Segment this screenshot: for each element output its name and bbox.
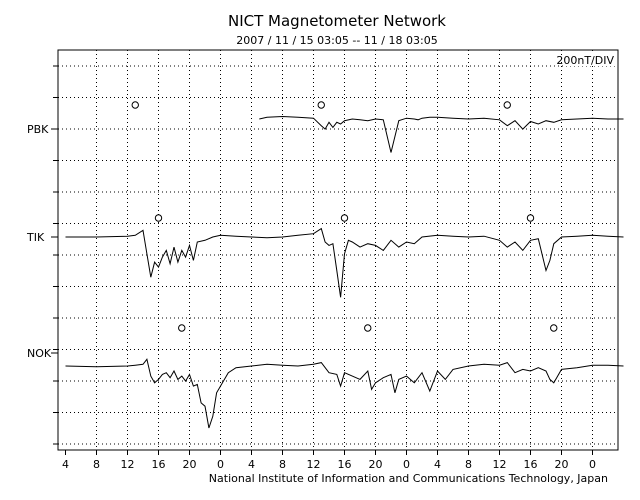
chart-title: NICT Magnetometer Network: [228, 12, 446, 30]
y-tick-marks: [53, 65, 58, 445]
x-tick-label: 8: [465, 458, 472, 471]
station-labels: PBK TIK NOK: [26, 123, 58, 360]
x-tick-labels: 4 8 12 16 20 0 4 8 12 16 20 0 4 8 12 16 20 0: [62, 450, 596, 471]
x-tick-label: 12: [307, 458, 321, 471]
trace-pbk: [259, 115, 624, 153]
midnight-marker: [526, 214, 535, 222]
trace-nok: [65, 358, 624, 429]
traces: [65, 115, 624, 429]
midnight-marker: [317, 101, 325, 109]
x-tick-label: 16: [338, 458, 352, 471]
x-tick-label: 8: [93, 458, 100, 471]
midnight-marker: [178, 324, 186, 332]
x-tick-label: 16: [524, 458, 538, 471]
x-tick-label: 20: [183, 458, 197, 471]
midnight-marker: [154, 214, 163, 222]
station-label-tik: TIK: [26, 231, 45, 244]
x-tick-label: 8: [279, 458, 286, 471]
x-tick-label: 4: [248, 458, 255, 471]
x-tick-label: 0: [403, 458, 410, 471]
x-tick-label: 12: [493, 458, 507, 471]
midnight-marker: [503, 101, 511, 109]
x-tick-label: 20: [369, 458, 383, 471]
chart-subtitle: 2007 / 11 / 15 03:05 -- 11 / 18 03:05: [236, 34, 437, 47]
scale-label-bg: [565, 54, 616, 66]
x-tick-label: 4: [434, 458, 441, 471]
trace-tik: [65, 227, 624, 298]
x-tick-label: 16: [152, 458, 166, 471]
midnight-marker: [364, 324, 372, 332]
x-tick-label: 4: [62, 458, 69, 471]
midnight-marker: [550, 324, 558, 332]
plot-frame: [57, 49, 619, 451]
scale-label: 200nT/DIV: [556, 54, 614, 67]
x-tick-label: 0: [217, 458, 224, 471]
x-tick-label: 20: [555, 458, 569, 471]
local-midnight-markers: [131, 101, 558, 332]
x-tick-label: 0: [589, 458, 596, 471]
station-label-pbk: PBK: [27, 123, 49, 136]
station-label-nok: NOK: [27, 347, 52, 360]
midnight-marker: [340, 214, 349, 222]
midnight-marker: [131, 101, 139, 109]
x-tick-label: 12: [121, 458, 135, 471]
credit-text: National Institute of Information and Co…: [209, 472, 608, 485]
grid: [58, 50, 618, 450]
